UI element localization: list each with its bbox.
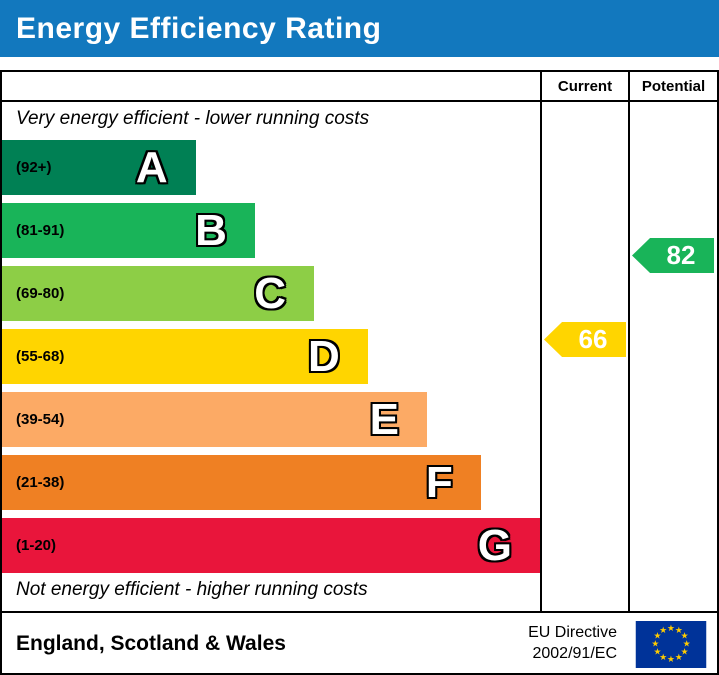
- band-f: (21-38) F: [2, 455, 481, 510]
- svg-text:★: ★: [667, 655, 675, 665]
- svg-text:★: ★: [675, 653, 683, 663]
- band-range-label: (21-38): [16, 474, 65, 491]
- eu-directive-line1: EU Directive: [528, 624, 617, 642]
- band-letter: F: [425, 457, 453, 507]
- band-range-label: (55-68): [16, 348, 65, 365]
- band-c: (69-80) C: [2, 266, 315, 321]
- band-b: (81-91) B: [2, 203, 255, 258]
- svg-text:★: ★: [651, 639, 659, 649]
- svg-text:★: ★: [653, 631, 661, 641]
- band-g: (1-20) G: [2, 518, 540, 573]
- footer-right-group: EU Directive 2002/91/EC ★ ★ ★ ★ ★ ★ ★ ★ …: [528, 620, 707, 668]
- column-header-potential: Potential: [641, 77, 706, 95]
- eu-directive-line2: 2002/91/EC: [532, 645, 617, 662]
- band-letter: B: [195, 205, 227, 255]
- footer-region-label: England, Scotland & Wales: [16, 632, 286, 655]
- bottom-note: Not energy efficient - higher running co…: [16, 579, 368, 600]
- band-d: (55-68) D: [2, 329, 368, 384]
- band-range-label: (92+): [16, 159, 52, 176]
- band-range-label: (81-91): [16, 222, 65, 239]
- band-a: (92+) A: [2, 140, 196, 195]
- svg-text:★: ★: [681, 647, 689, 657]
- current-column-divider: [540, 72, 542, 611]
- svg-text:★: ★: [667, 623, 675, 633]
- band-e: (39-54) E: [2, 392, 428, 447]
- band-letter: E: [369, 394, 400, 444]
- band-letter: C: [254, 268, 287, 318]
- band-range-label: (69-80): [16, 285, 65, 302]
- band-letter: A: [135, 142, 168, 192]
- page-title: Energy Efficiency Rating: [16, 11, 382, 45]
- graph-area: Current Potential Very energy efficient …: [2, 72, 717, 613]
- title-bar: Energy Efficiency Rating: [0, 0, 719, 57]
- current-rating-value: 66: [578, 324, 608, 354]
- potential-rating-value: 82: [666, 240, 696, 270]
- chart-outer-box: Current Potential Very energy efficient …: [0, 70, 719, 675]
- column-header-row: [2, 72, 717, 102]
- top-note: Very energy efficient - lower running co…: [16, 108, 370, 129]
- svg-text:★: ★: [659, 653, 667, 663]
- current-rating-pointer: 66: [544, 322, 626, 357]
- svg-text:★: ★: [675, 625, 683, 635]
- footer-area: England, Scotland & Wales EU Directive 2…: [2, 615, 717, 673]
- potential-rating-pointer: 82: [632, 238, 714, 273]
- svg-text:★: ★: [683, 639, 691, 649]
- eu-flag-icon: ★ ★ ★ ★ ★ ★ ★ ★ ★ ★ ★ ★: [635, 620, 707, 668]
- band-range-label: (1-20): [16, 537, 57, 554]
- svg-text:★: ★: [653, 647, 661, 657]
- bands-container: (92+) A (81-91) B (69-80) C (55-68) D (39-54) E (2…: [2, 140, 540, 581]
- svg-text:★: ★: [681, 631, 689, 641]
- svg-text:★: ★: [659, 625, 667, 635]
- column-header-current: Current: [557, 77, 613, 95]
- eu-directive-label: EU Directive 2002/91/EC: [528, 623, 617, 665]
- band-letter: G: [477, 520, 512, 570]
- band-range-label: (39-54): [16, 411, 65, 428]
- potential-column-divider: [628, 72, 630, 611]
- band-letter: D: [308, 331, 340, 381]
